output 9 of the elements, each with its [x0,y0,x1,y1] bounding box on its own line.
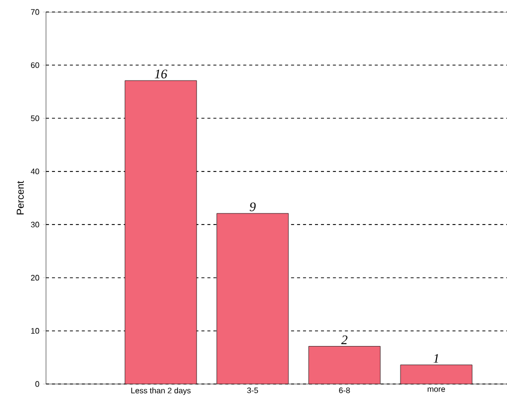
annotation: 2 [341,335,348,344]
bar [124,80,197,384]
y-axis-title: Percent [16,180,24,214]
bar [400,364,472,384]
annotation: 9 [250,202,256,212]
bar [308,346,380,384]
annotation: 1 [434,354,438,363]
bar [216,213,288,384]
annotation: 16 [154,70,168,78]
